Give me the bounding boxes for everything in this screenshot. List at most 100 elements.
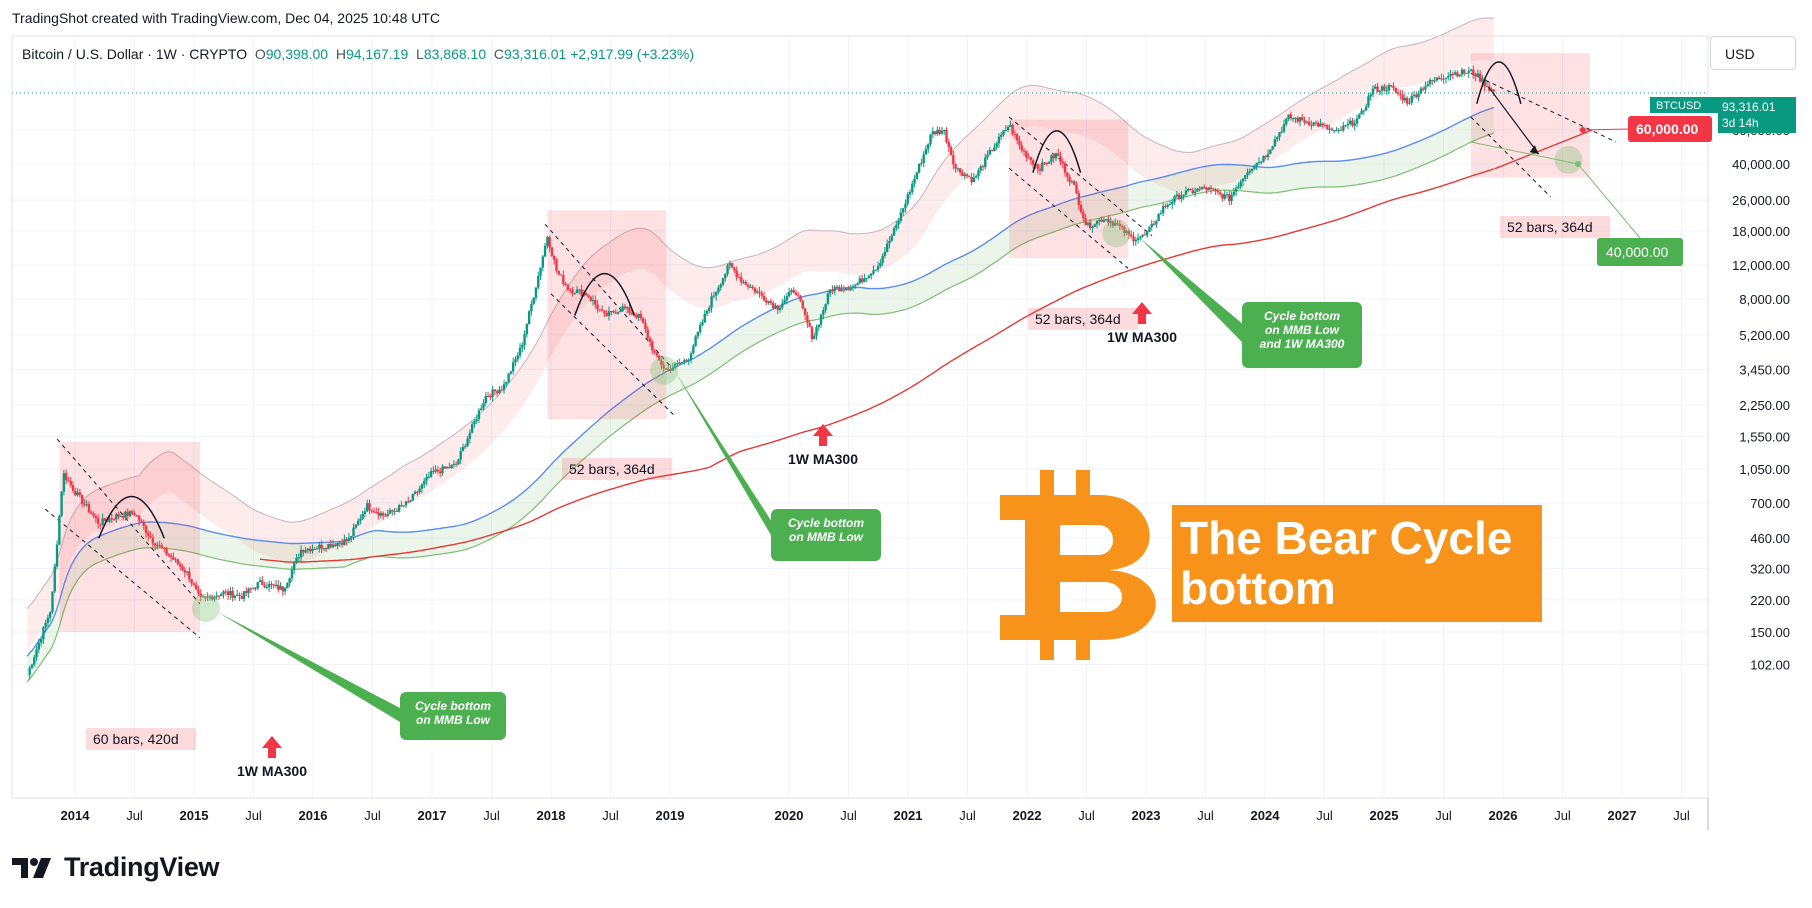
candle-body [133, 513, 136, 516]
candle-body [824, 304, 827, 310]
candle-body [1314, 122, 1318, 124]
candle-body [927, 144, 930, 149]
time-tick-label: Jul [245, 808, 262, 823]
candle-body [1091, 226, 1094, 228]
candle-body [179, 564, 182, 567]
candle-body [1444, 77, 1448, 79]
candle-body [468, 432, 472, 439]
candle-body [1052, 155, 1055, 159]
candle-body [354, 524, 358, 528]
candle-body [366, 503, 369, 512]
candle-body [885, 243, 889, 252]
candle-body [687, 359, 690, 361]
candle-body [1009, 125, 1012, 127]
currency-button[interactable]: USD [1710, 36, 1796, 70]
price-tick-label: 5,200.00 [1739, 328, 1790, 343]
candle-body [80, 495, 84, 504]
candle-body [1465, 72, 1468, 74]
candle-body [637, 313, 640, 318]
candle-body [1075, 184, 1078, 194]
candle-body [623, 306, 627, 309]
candle-body [1164, 205, 1167, 207]
candle-body [144, 525, 148, 533]
candle-body [302, 549, 305, 553]
candle-body [1378, 90, 1382, 92]
candle-body [831, 289, 834, 292]
candle-body [90, 512, 93, 514]
candle-body [881, 255, 884, 264]
candle-body [1415, 94, 1418, 98]
candle-body [1168, 204, 1172, 206]
candle-body [719, 284, 722, 288]
mmb-low-band [27, 107, 1494, 682]
candle-body [794, 292, 798, 296]
candle-body [224, 591, 228, 593]
candle-body [534, 287, 538, 298]
candle-body [895, 224, 898, 229]
candle-body [482, 402, 485, 409]
tradingview-logo[interactable]: TradingView [12, 852, 220, 883]
candle-body [402, 505, 405, 507]
candle-body [208, 596, 212, 598]
candle-body [849, 288, 852, 290]
candle-body [1253, 166, 1256, 169]
candle-body [210, 596, 214, 600]
candle-body [434, 469, 437, 472]
ma300-arrow-icon [813, 424, 833, 446]
candle-body [1478, 73, 1482, 82]
candle-body [1036, 164, 1039, 169]
channel-line [1470, 116, 1551, 198]
candle-body [1228, 194, 1231, 202]
callout-pointer [675, 373, 777, 546]
candle-body [1392, 86, 1395, 89]
candle-body [1417, 93, 1420, 98]
candle-body [350, 536, 353, 538]
candle-body [404, 501, 408, 506]
candle-body [368, 503, 371, 510]
candle-body [1006, 126, 1010, 131]
candle-body [1362, 110, 1366, 112]
candle-body [1193, 191, 1197, 194]
candle-body [826, 293, 830, 305]
candle-body [441, 466, 444, 474]
candle-body [286, 582, 289, 589]
candle-body [46, 617, 50, 623]
candle-body [261, 580, 264, 586]
symbol-legend[interactable]: Bitcoin / U.S. Dollar · 1W · CRYPTO O90,… [22, 46, 694, 62]
candle-body [1047, 161, 1051, 164]
candle-body [429, 470, 433, 477]
candle-body [60, 491, 63, 516]
candle-body [486, 395, 490, 397]
candle-body [1371, 88, 1375, 95]
candle-body [229, 590, 232, 596]
candle-body [906, 194, 909, 204]
candle-body [518, 347, 522, 356]
candle-body [1401, 94, 1404, 101]
candle-body [147, 532, 150, 536]
candle-body [121, 516, 125, 518]
ma300-line [259, 168, 1495, 563]
candle-body [258, 580, 262, 583]
candle-body [767, 301, 770, 303]
candle-body [1104, 219, 1108, 221]
candle-body [160, 545, 164, 548]
candle-body [507, 373, 510, 383]
ma300-arrow-icon [262, 736, 282, 758]
candle-body [1333, 130, 1336, 132]
candle-body [564, 283, 567, 286]
candle-body [1098, 219, 1101, 221]
candle-body [1100, 219, 1103, 222]
candle-body [724, 273, 727, 279]
candle-body [1244, 175, 1247, 179]
candle-body [1305, 121, 1309, 123]
candle-body [391, 510, 394, 512]
candle-body [1440, 78, 1443, 80]
candle-body [1239, 181, 1242, 187]
candle-body [1255, 162, 1258, 167]
price-tag-ticker: BTCUSD [1656, 100, 1701, 112]
time-tick-label: 2014 [61, 808, 91, 823]
candle-body [336, 542, 339, 546]
candle-body [1289, 114, 1293, 119]
candle-body [110, 518, 113, 520]
